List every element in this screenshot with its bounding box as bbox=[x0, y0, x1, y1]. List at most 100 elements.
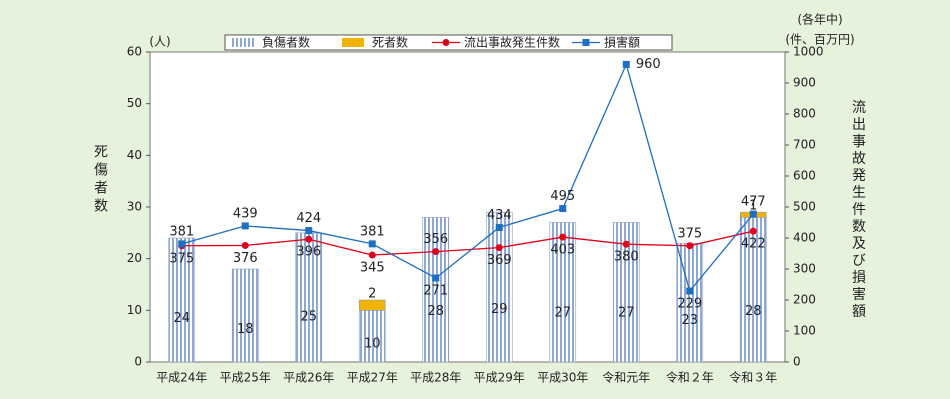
y2-tick-label: 200 bbox=[793, 293, 816, 307]
bar bbox=[358, 310, 386, 363]
legend-label: 負傷者数 bbox=[262, 35, 310, 50]
marker bbox=[559, 233, 567, 241]
legend-label: 死者数 bbox=[372, 35, 408, 50]
y2-tick-label: 300 bbox=[793, 262, 816, 276]
point-label: 434 bbox=[487, 208, 512, 223]
point-label: 380 bbox=[614, 250, 639, 265]
point-label: 422 bbox=[741, 237, 766, 252]
y2-tick-label: 100 bbox=[793, 324, 816, 338]
marker bbox=[686, 287, 694, 295]
marker bbox=[749, 210, 757, 218]
y2-tick-label: 400 bbox=[793, 231, 816, 245]
bar-label: 23 bbox=[681, 313, 698, 328]
x-tick-label: 平成27年 bbox=[347, 371, 398, 385]
point-label: 403 bbox=[550, 243, 575, 258]
y2-tick-label: 600 bbox=[793, 169, 816, 183]
bar bbox=[168, 237, 196, 363]
marker bbox=[178, 240, 186, 248]
marker bbox=[241, 222, 249, 230]
y2-tick-label: 0 bbox=[793, 355, 801, 369]
y-unit: (人) bbox=[149, 35, 170, 49]
bar-label: 28 bbox=[745, 304, 762, 319]
point-label: 439 bbox=[233, 206, 258, 221]
point-label: 356 bbox=[423, 232, 448, 247]
point-label: 375 bbox=[677, 226, 702, 241]
point-label: 376 bbox=[233, 251, 258, 266]
x-tick-label: 令和２年 bbox=[666, 370, 714, 385]
x-tick-label: 平成24年 bbox=[156, 371, 207, 385]
marker bbox=[622, 240, 630, 248]
point-label: 369 bbox=[487, 253, 512, 268]
bar-top-label: 2 bbox=[368, 287, 376, 302]
line bbox=[181, 230, 754, 256]
point-label: 271 bbox=[423, 283, 448, 298]
bar bbox=[358, 299, 386, 311]
point-label: 495 bbox=[550, 189, 575, 204]
bar-top-label: 1 bbox=[749, 199, 757, 214]
y2-tick-label: 1000 bbox=[793, 45, 824, 59]
bar-label: 27 bbox=[618, 306, 635, 321]
legend-swatch bbox=[232, 38, 254, 47]
x-tick-label: 令和３年 bbox=[729, 370, 777, 385]
marker bbox=[305, 235, 313, 243]
point-label: 381 bbox=[360, 224, 385, 239]
y2-tick-label: 500 bbox=[793, 200, 816, 214]
legend-swatch bbox=[342, 38, 364, 47]
y-tick-label: 20 bbox=[127, 251, 142, 265]
x-tick-label: 平成30年 bbox=[537, 371, 588, 385]
y2-tick-label: 700 bbox=[793, 138, 816, 152]
legend-label: 流出事故発生件数 bbox=[464, 35, 560, 50]
bar-label: 28 bbox=[427, 304, 444, 319]
y2-note: (各年中) bbox=[797, 12, 842, 27]
bar-label: 18 bbox=[237, 322, 254, 337]
bar bbox=[422, 217, 450, 363]
x-tick-label: 令和元年 bbox=[602, 370, 650, 385]
point-label: 424 bbox=[296, 211, 321, 226]
marker bbox=[368, 240, 376, 248]
y2-axis-title: 流出事故発生件数及び損害額 bbox=[850, 100, 866, 321]
point-label: 396 bbox=[296, 245, 321, 260]
line bbox=[181, 62, 754, 293]
x-tick-label: 平成25年 bbox=[220, 371, 271, 385]
bar-label: 29 bbox=[491, 302, 508, 317]
bar bbox=[485, 211, 513, 363]
bar-label: 25 bbox=[300, 309, 317, 324]
marker bbox=[495, 244, 503, 252]
marker bbox=[432, 248, 440, 256]
marker bbox=[241, 241, 249, 249]
x-tick-label: 平成26年 bbox=[283, 371, 334, 385]
point-label: 960 bbox=[636, 57, 661, 72]
y-tick-label: 10 bbox=[127, 303, 142, 317]
y-tick-label: 60 bbox=[127, 45, 142, 59]
marker bbox=[749, 227, 757, 235]
point-label: 477 bbox=[741, 195, 766, 210]
marker bbox=[686, 242, 694, 250]
bar bbox=[739, 217, 767, 363]
y-tick-label: 0 bbox=[134, 355, 142, 369]
point-label: 375 bbox=[169, 251, 194, 266]
marker bbox=[432, 274, 440, 282]
y-tick-label: 50 bbox=[127, 96, 142, 110]
legend-marker bbox=[582, 39, 590, 46]
y-tick-label: 30 bbox=[127, 200, 142, 214]
marker bbox=[559, 205, 567, 213]
point-label: 229 bbox=[677, 297, 702, 312]
y2-tick-label: 800 bbox=[793, 107, 816, 121]
marker bbox=[622, 60, 630, 68]
bar bbox=[549, 222, 577, 363]
y2-tick-label: 900 bbox=[793, 76, 816, 90]
bar bbox=[676, 242, 704, 363]
y2-unit: (件、百万円) bbox=[785, 33, 854, 47]
legend-marker bbox=[442, 39, 450, 46]
legend-label: 損害額 bbox=[604, 35, 640, 50]
x-tick-label: 平成29年 bbox=[474, 371, 525, 385]
y-axis-title: 死傷者数 bbox=[92, 144, 108, 216]
marker bbox=[495, 223, 503, 231]
y-tick-label: 40 bbox=[127, 148, 142, 162]
bar-label: 10 bbox=[364, 336, 381, 351]
bar bbox=[231, 268, 259, 363]
point-label: 381 bbox=[169, 224, 194, 239]
bar-label: 27 bbox=[554, 306, 571, 321]
x-tick-label: 平成28年 bbox=[410, 371, 461, 385]
